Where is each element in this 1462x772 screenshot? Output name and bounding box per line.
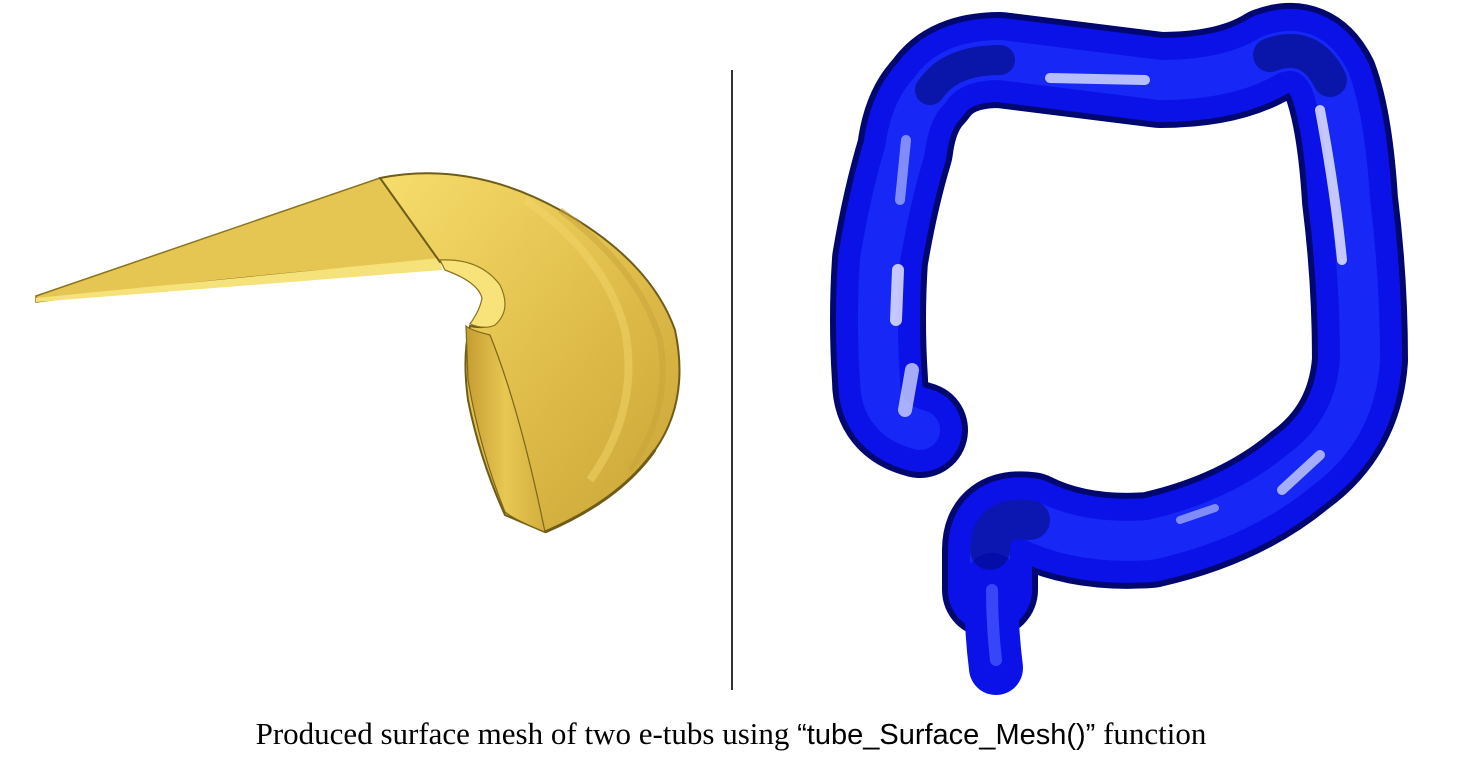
figure-caption: Produced surface mesh of two e-tubs usin… bbox=[0, 716, 1462, 752]
caption-prefix: Produced surface mesh of two e-tubs usin… bbox=[255, 716, 798, 751]
caption-function-name: “tube_Surface_Mesh()” bbox=[797, 719, 1096, 751]
horn-inner-curl bbox=[439, 259, 506, 328]
caption-suffix: function bbox=[1095, 716, 1207, 751]
figure-canvas bbox=[35, 3, 1408, 695]
horn-mesh-model bbox=[35, 172, 681, 534]
tube-mesh-model bbox=[830, 3, 1408, 695]
